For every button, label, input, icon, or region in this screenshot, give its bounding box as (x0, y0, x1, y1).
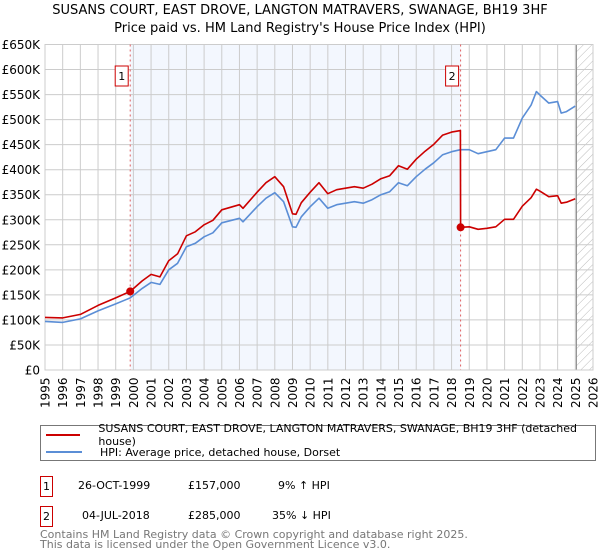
x-tick-label: 2015 (392, 377, 406, 408)
chart-title: SUSANS COURT, EAST DROVE, LANGTON MATRAV… (52, 3, 548, 18)
x-tick-label: 2016 (410, 377, 424, 408)
x-tick-label: 2019 (463, 377, 477, 408)
legend-swatch-blue (46, 451, 82, 453)
x-tick-label: 2021 (498, 377, 512, 408)
y-tick-label: £50K (9, 338, 41, 352)
x-tick-label: 2003 (180, 377, 194, 408)
legend-label-property: SUSANS COURT, EAST DROVE, LANGTON MATRAV… (98, 422, 577, 448)
y-tick-label: £500K (2, 113, 42, 127)
x-tick-label: 2004 (198, 377, 212, 408)
x-tick-label: 2010 (304, 377, 318, 408)
shaded-period (130, 44, 461, 370)
transaction-badge: 2 (40, 506, 53, 527)
x-tick-label: 2014 (374, 377, 388, 408)
transaction-hpi-diff: 9% ↑ HPI (278, 479, 330, 492)
x-tick-label: 2001 (145, 377, 159, 408)
x-tick-label: 2000 (127, 377, 141, 408)
x-tick-label: 2022 (516, 377, 530, 408)
transaction-price: £285,000 (188, 509, 241, 522)
legend-label-hpi: HPI: Average price, detached house, Dors… (100, 445, 341, 459)
x-tick-label: 2008 (268, 377, 282, 408)
sale-marker-label: 2 (449, 70, 456, 83)
x-tick-label: 1997 (74, 377, 88, 408)
footer: Contains HM Land Registry data © Crown c… (40, 528, 468, 551)
x-tick-label: 1996 (56, 377, 70, 408)
x-tick-label: 2018 (445, 377, 459, 408)
y-tick-label: £250K (2, 238, 42, 252)
y-tick-label: £0 (25, 364, 40, 378)
y-tick-label: £100K (2, 313, 42, 327)
y-tick-label: £300K (2, 213, 42, 227)
price-chart: £0 £50K £100K £150K £200K £250K £300K £350K £400… (2, 38, 600, 408)
x-tick-label: 2013 (357, 377, 371, 408)
y-tick-label: £350K (2, 188, 42, 202)
legend: SUSANS COURT, EAST DROVE, LANGTON MATRAV… (40, 422, 596, 461)
property-price-line (44, 129, 576, 319)
sale-point (126, 287, 135, 296)
x-tick-label: 2012 (339, 377, 353, 408)
sale-point (456, 223, 465, 232)
y-tick-label: £450K (2, 138, 42, 152)
transaction-date: 04-JUL-2018 (82, 509, 150, 522)
y-tick-label: £200K (2, 263, 42, 277)
forecast-hatch (576, 44, 593, 370)
transaction-hpi-diff: 35% ↓ HPI (272, 509, 331, 522)
transaction-badge: 1 (40, 476, 53, 497)
x-tick-label: 2020 (480, 377, 494, 408)
sale-marker-badge (114, 65, 129, 87)
x-tick-label: 1998 (92, 377, 106, 408)
x-tick-label: 2023 (533, 377, 547, 408)
transaction-price: £157,000 (188, 479, 241, 492)
x-tick-label: 2002 (162, 377, 176, 408)
hpi-line (44, 90, 576, 324)
x-tick-label: 2009 (286, 377, 300, 408)
sale-marker-badge (445, 65, 460, 87)
transaction-date: 26-OCT-1999 (78, 479, 151, 492)
x-tick-label: 2005 (215, 377, 229, 408)
x-tick-label: 2025 (569, 377, 583, 408)
chart-subtitle: Price paid vs. HM Land Registry's House … (114, 21, 486, 36)
footer-licence: This data is licensed under the Open Gov… (40, 538, 391, 551)
legend-item-hpi: HPI: Average price, detached house, Dors… (41, 444, 340, 460)
plot-frame (44, 44, 594, 371)
x-tick-label: 1995 (39, 377, 53, 408)
y-tick-label: £400K (2, 163, 42, 177)
x-tick-label: 2024 (551, 377, 565, 408)
sale-marker-label: 1 (118, 70, 125, 83)
y-tick-label: £550K (2, 88, 42, 102)
legend-swatch-red (46, 434, 81, 436)
y-tick-label: £600K (2, 63, 42, 77)
y-tick-label: £650K (2, 38, 42, 52)
x-tick-label: 2007 (251, 377, 265, 408)
y-tick-label: £150K (2, 288, 42, 302)
legend-item-property: SUSANS COURT, EAST DROVE, LANGTON MATRAV… (41, 422, 595, 448)
x-tick-label: 2006 (233, 377, 247, 408)
x-tick-label: 2017 (427, 377, 441, 408)
x-tick-label: 2026 (587, 377, 600, 408)
x-tick-label: 2011 (321, 377, 335, 408)
footer-copyright: Contains HM Land Registry data © Crown c… (40, 528, 468, 541)
x-tick-label: 1999 (109, 377, 123, 408)
